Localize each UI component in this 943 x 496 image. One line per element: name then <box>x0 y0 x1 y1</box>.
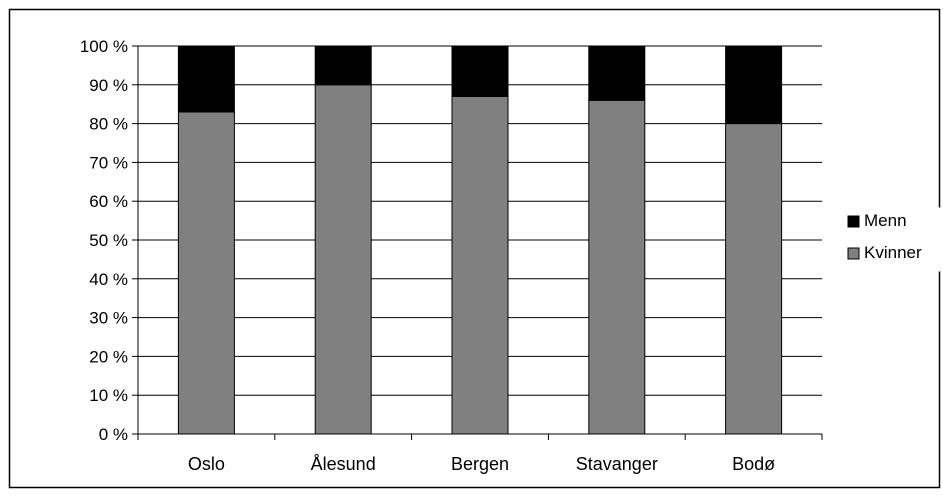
bar-segment-kvinner <box>725 123 783 435</box>
y-tick-label: 10 % <box>89 386 128 405</box>
y-tick-label: 60 % <box>89 192 128 211</box>
axes <box>132 45 823 440</box>
legend: Menn Kvinner <box>843 207 943 272</box>
bar-segment-menn <box>451 45 509 97</box>
x-tick-label: Stavanger <box>576 454 658 474</box>
x-tick-label: Bergen <box>451 454 509 474</box>
y-tick-label: 80 % <box>89 115 128 134</box>
bar-segment-menn <box>588 45 646 101</box>
y-tick-label: 40 % <box>89 270 128 289</box>
bar-segment-kvinner <box>314 84 372 435</box>
y-tick-labels: 0 % 10 % 20 % 30 % 40 % 50 % 60 % 70 % 80 % 90 % 1… <box>80 37 128 444</box>
legend-box <box>843 207 943 272</box>
legend-swatch-menn <box>847 215 860 228</box>
x-tick-label: Oslo <box>188 454 225 474</box>
legend-label-kvinner: Kvinner <box>864 243 922 262</box>
y-tick-label: 0 % <box>99 425 128 444</box>
legend-label-menn: Menn <box>864 211 907 230</box>
bar-segment-menn <box>725 45 783 125</box>
bar-segment-kvinner <box>588 99 646 435</box>
y-tick-label: 30 % <box>89 309 128 328</box>
legend-swatch-kvinner <box>847 247 860 260</box>
bars <box>177 45 783 435</box>
bar-segment-menn <box>314 45 372 86</box>
bar-segment-kvinner <box>177 111 235 435</box>
x-tick-label: Bodø <box>732 454 775 474</box>
x-tick-label: Ålesund <box>311 454 376 474</box>
x-tick-labels: Oslo Ålesund Bergen Stavanger Bodø <box>188 454 775 474</box>
y-tick-label: 70 % <box>89 153 128 172</box>
y-tick-label: 50 % <box>89 231 128 250</box>
y-tick-label: 100 % <box>80 37 128 56</box>
y-tick-label: 20 % <box>89 347 128 366</box>
y-tick-label: 90 % <box>89 76 128 95</box>
bar-segment-kvinner <box>451 95 509 435</box>
bar-segment-menn <box>177 45 235 113</box>
